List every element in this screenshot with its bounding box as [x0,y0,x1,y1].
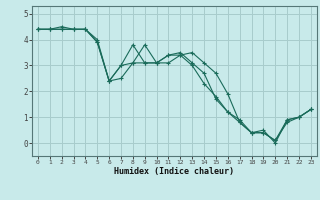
X-axis label: Humidex (Indice chaleur): Humidex (Indice chaleur) [115,167,234,176]
